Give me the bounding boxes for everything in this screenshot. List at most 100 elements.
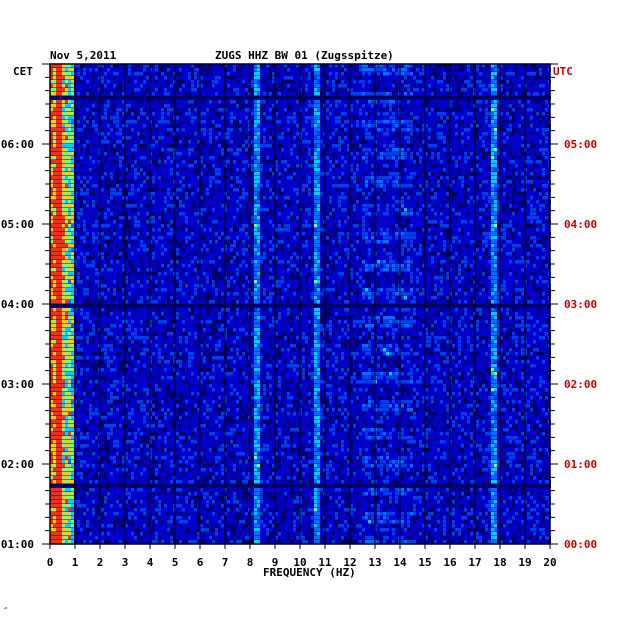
- heatmap-cell: [110, 116, 113, 120]
- heatmap-cell: [542, 244, 545, 248]
- heatmap-cell: [140, 168, 143, 172]
- heatmap-cell: [218, 272, 221, 276]
- heatmap-cell: [332, 96, 335, 100]
- heatmap-cell: [116, 120, 119, 124]
- heatmap-cell: [221, 104, 224, 108]
- heatmap-cell: [140, 108, 143, 112]
- heatmap-cell: [116, 160, 119, 164]
- heatmap-cell: [251, 148, 254, 152]
- heatmap-cell: [317, 260, 320, 264]
- heatmap-cell: [137, 172, 140, 176]
- heatmap-cell: [215, 224, 218, 228]
- heatmap-cell: [503, 120, 506, 124]
- heatmap-cell: [545, 124, 548, 128]
- heatmap-cell: [257, 124, 260, 128]
- heatmap-cell: [476, 280, 479, 284]
- heatmap-cell: [215, 240, 218, 244]
- heatmap-cell: [191, 260, 194, 264]
- heatmap-cell: [53, 280, 56, 284]
- heatmap-cell: [419, 188, 422, 192]
- heatmap-cell: [71, 192, 74, 196]
- heatmap-cell: [179, 212, 182, 216]
- heatmap-cell: [89, 172, 92, 176]
- heatmap-cell: [518, 180, 521, 184]
- heatmap-cell: [146, 88, 149, 92]
- heatmap-cell: [314, 288, 317, 292]
- heatmap-cell: [77, 176, 80, 180]
- heatmap-cell: [383, 164, 386, 168]
- heatmap-cell: [53, 232, 56, 236]
- heatmap-cell: [347, 144, 350, 148]
- heatmap-cell: [452, 96, 455, 100]
- heatmap-cell: [314, 228, 317, 232]
- heatmap-cell: [371, 228, 374, 232]
- heatmap-cell: [491, 196, 494, 200]
- heatmap-cell: [56, 160, 59, 164]
- heatmap-cell: [335, 144, 338, 148]
- heatmap-cell: [539, 224, 542, 228]
- heatmap-cell: [80, 196, 83, 200]
- heatmap-cell: [491, 220, 494, 224]
- heatmap-cell: [347, 88, 350, 92]
- heatmap-cell: [68, 256, 71, 260]
- heatmap-cell: [527, 156, 530, 160]
- heatmap-cell: [386, 240, 389, 244]
- heatmap-cell: [257, 144, 260, 148]
- heatmap-cell: [53, 92, 56, 96]
- heatmap-cell: [338, 144, 341, 148]
- heatmap-cell: [368, 296, 371, 300]
- heatmap-cell: [530, 256, 533, 260]
- heatmap-cell: [326, 264, 329, 268]
- heatmap-cell: [257, 268, 260, 272]
- heatmap-cell: [326, 272, 329, 276]
- heatmap-cell: [128, 180, 131, 184]
- heatmap-cell: [431, 192, 434, 196]
- heatmap-cell: [269, 196, 272, 200]
- heatmap-cell: [137, 88, 140, 92]
- heatmap-cell: [410, 144, 413, 148]
- heatmap-cell: [128, 204, 131, 208]
- heatmap-cell: [143, 244, 146, 248]
- heatmap-cell: [368, 176, 371, 180]
- heatmap-cell: [233, 180, 236, 184]
- heatmap-cell: [191, 192, 194, 196]
- heatmap-cell: [494, 148, 497, 152]
- heatmap-cell: [254, 88, 257, 92]
- heatmap-cell: [527, 100, 530, 104]
- heatmap-cell: [416, 176, 419, 180]
- heatmap-cell: [158, 272, 161, 276]
- heatmap-cell: [383, 168, 386, 172]
- heatmap-cell: [545, 260, 548, 264]
- heatmap-cell: [101, 300, 104, 304]
- heatmap-cell: [254, 172, 257, 176]
- heatmap-cell: [260, 140, 263, 144]
- heatmap-cell: [269, 72, 272, 76]
- heatmap-cell: [137, 224, 140, 228]
- heatmap-cell: [68, 100, 71, 104]
- heatmap-cell: [80, 204, 83, 208]
- heatmap-cell: [491, 108, 494, 112]
- heatmap-cell: [404, 208, 407, 212]
- heatmap-cell: [110, 84, 113, 88]
- heatmap-cell: [80, 236, 83, 240]
- heatmap-cell: [461, 184, 464, 188]
- heatmap-cell: [125, 236, 128, 240]
- heatmap-cell: [113, 296, 116, 300]
- heatmap-cell: [308, 192, 311, 196]
- heatmap-cell: [62, 136, 65, 140]
- heatmap-cell: [344, 112, 347, 116]
- heatmap-cell: [212, 192, 215, 196]
- heatmap-cell: [353, 68, 356, 72]
- heatmap-cell: [65, 236, 68, 240]
- heatmap-cell: [50, 280, 53, 284]
- heatmap-cell: [194, 172, 197, 176]
- heatmap-cell: [314, 168, 317, 172]
- heatmap-cell: [305, 108, 308, 112]
- heatmap-cell: [221, 108, 224, 112]
- heatmap-cell: [206, 164, 209, 168]
- heatmap-cell: [146, 288, 149, 292]
- heatmap-cell: [206, 68, 209, 72]
- heatmap-cell: [209, 240, 212, 244]
- heatmap-cell: [239, 124, 242, 128]
- heatmap-cell: [317, 168, 320, 172]
